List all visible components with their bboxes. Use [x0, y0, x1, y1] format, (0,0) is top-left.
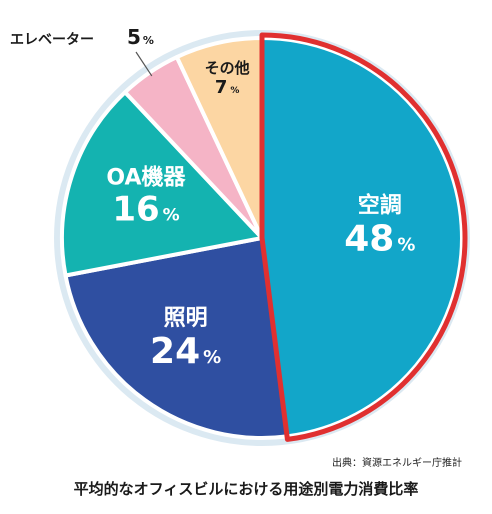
slice-label-2: OA機器 — [106, 165, 186, 190]
slice-value-1: 24% — [150, 331, 221, 372]
source-note: 出典：資源エネルギー庁推計 — [332, 458, 462, 469]
slice-value-2: 16% — [112, 189, 179, 229]
chart-title: 平均的なオフィスビルにおける用途別電力消費比率 — [73, 480, 419, 498]
highlight-outline — [259, 32, 468, 442]
slice-label-1: 照明 — [164, 306, 208, 331]
pie-slice-0 — [260, 36, 464, 439]
pie-slice-2 — [60, 90, 264, 278]
pie-slice-1 — [63, 236, 290, 440]
slice-value-4: 7% — [215, 77, 240, 98]
slice-value-3: 5% — [127, 25, 154, 49]
slice-value-0: 48% — [344, 219, 415, 260]
slice-label-0: 空調 — [358, 193, 402, 219]
slice-label-3: エレベーター — [10, 32, 94, 48]
slice-label-4: その他 — [205, 59, 250, 77]
leader-line — [135, 51, 153, 77]
